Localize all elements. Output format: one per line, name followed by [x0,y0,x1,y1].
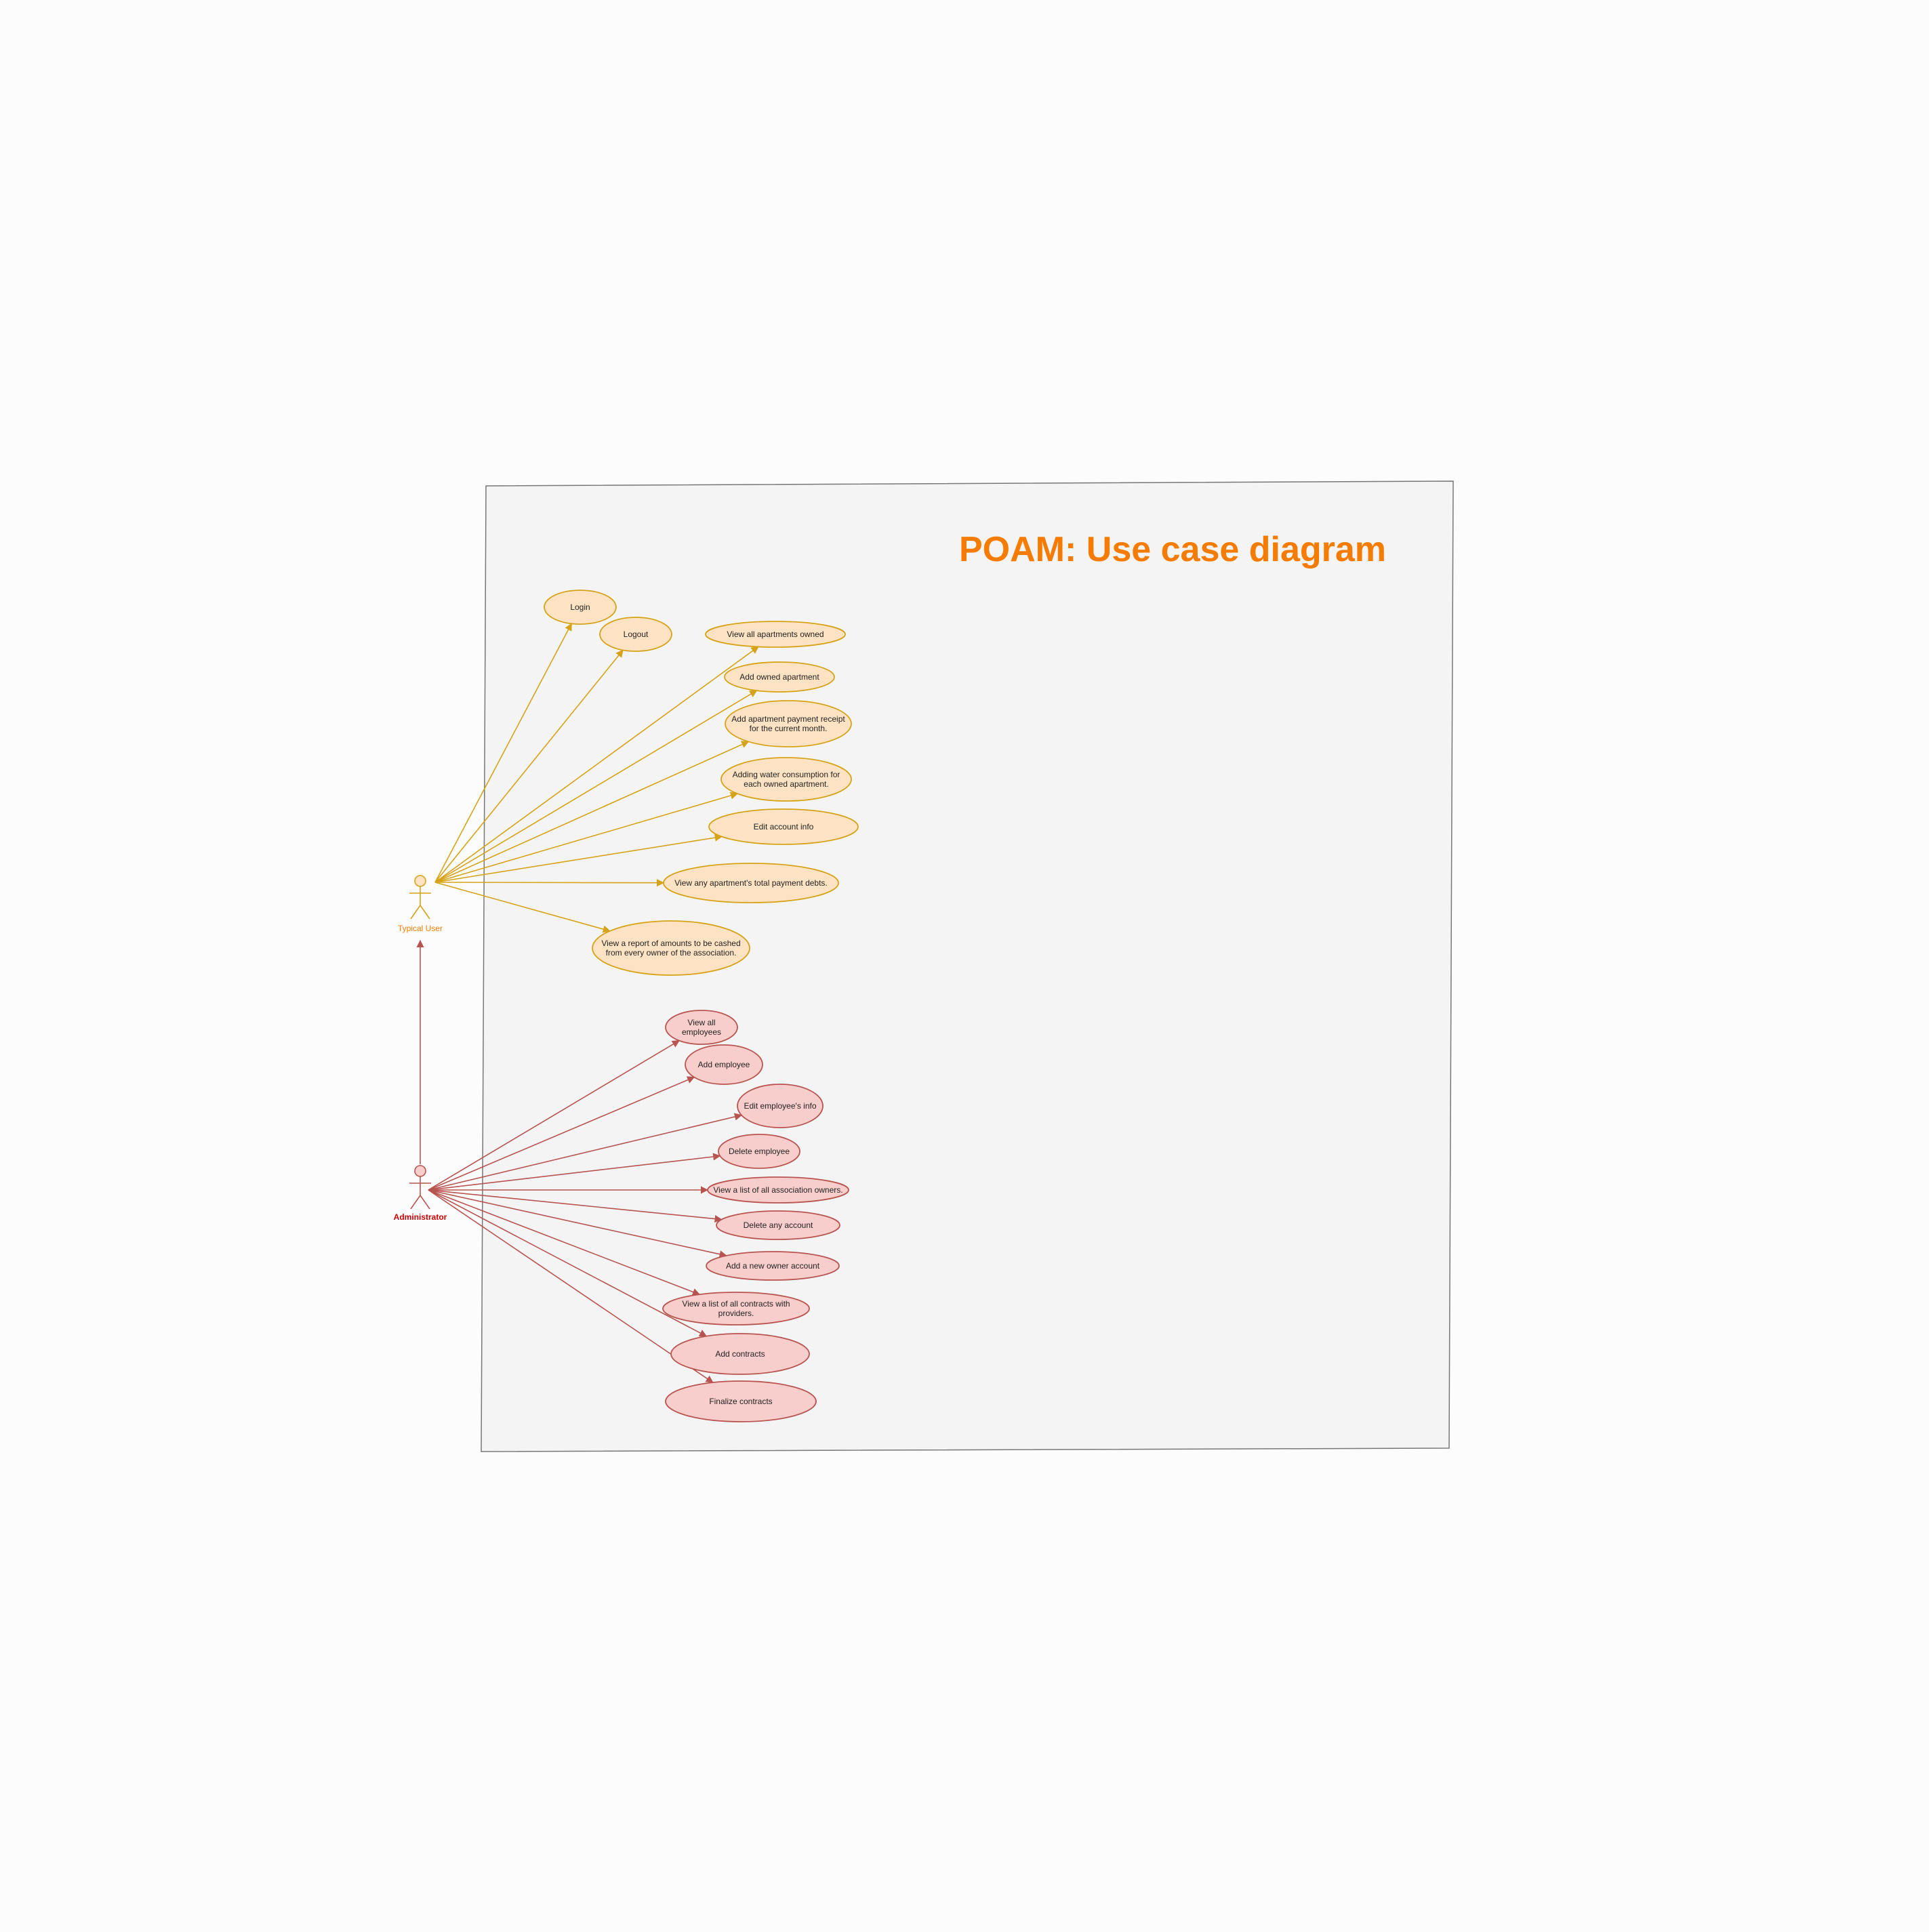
uc-edit-employee[interactable]: Edit employee's info [737,1084,824,1128]
association-uc-delete-employee [428,1153,721,1191]
uc-water-label: each owned apartment. [744,779,828,789]
association-uc-add-apartment [434,690,758,883]
association-uc-water [434,792,739,883]
association-uc-view-debts [434,879,665,887]
association-uc-finalize-contracts [428,1189,714,1383]
uc-report-label: View a report of amounts to be cashed [601,939,740,948]
association-uc-view-apartments [434,646,759,883]
uc-list-owners-label: View a list of all association owners. [713,1185,842,1195]
uc-add-employee-ellipse [685,1044,763,1085]
connectors [416,623,759,1383]
uc-view-apartments-ellipse [705,621,846,648]
uc-add-owner-ellipse [706,1251,840,1281]
uc-finalize-contracts-ellipse [665,1380,817,1422]
uc-edit-employee-label: Edit employee's info [744,1101,816,1111]
uc-add-apartment-ellipse [724,661,835,693]
uc-add-employee[interactable]: Add employee [685,1044,763,1085]
association-uc-add-contracts [428,1189,708,1337]
uc-add-receipt-ellipse [725,700,852,747]
uc-list-contracts[interactable]: View a list of all contracts withprovide… [662,1292,810,1325]
uc-login-ellipse [544,590,617,625]
uc-add-receipt-label: for the current month. [750,724,828,733]
association-uc-delete-account [428,1189,723,1223]
uc-add-receipt-label: Add apartment payment receipt [731,714,845,724]
uc-report-ellipse [592,920,750,976]
uc-login[interactable]: Login [544,590,617,625]
uc-view-debts-label: View any apartment's total payment debts… [674,878,828,888]
uc-view-apartments[interactable]: View all apartments owned [705,621,846,648]
system-boundary [481,480,1454,1452]
uc-edit-account-label: Edit account info [754,822,814,831]
actor-admin-left-leg [410,1195,421,1210]
uc-delete-employee-ellipse [718,1134,800,1169]
actor-user[interactable]: Typical User [398,875,443,933]
uc-delete-account[interactable]: Delete any account [716,1210,840,1240]
association-uc-report [434,882,611,933]
uc-view-apartments-label: View all apartments owned [727,630,824,639]
uc-add-contracts-label: Add contracts [715,1349,765,1359]
association-uc-add-employee [428,1076,695,1191]
use-cases: Login Logout View all apartments owned Add … [544,590,859,1422]
uc-finalize-contracts-label: Finalize contracts [709,1397,772,1406]
uc-add-apartment-label: Add owned apartment [739,672,819,682]
actor-admin-head [414,1165,426,1177]
diagram-title: POAM: Use case diagram [959,530,1386,569]
uc-edit-account[interactable]: Edit account info [708,808,859,845]
uc-report[interactable]: View a report of amounts to be cashedfro… [592,920,750,976]
association-uc-edit-account [434,834,723,883]
uc-water-ellipse [720,757,852,802]
uc-edit-account-ellipse [708,808,859,845]
uc-logout-label: Logout [624,630,649,639]
uc-list-owners[interactable]: View a list of all association owners. [707,1176,849,1204]
uc-list-contracts-ellipse [662,1292,810,1325]
association-uc-login [434,623,572,883]
actor-admin-label: Administrator [394,1212,447,1222]
uc-list-owners-ellipse [707,1176,849,1204]
uc-add-employee-label: Add employee [698,1060,750,1069]
uc-delete-account-label: Delete any account [744,1220,813,1230]
uc-edit-employee-ellipse [737,1084,824,1128]
actor-user-head [414,875,426,887]
uc-list-contracts-label: View a list of all contracts with [682,1299,790,1309]
uc-finalize-contracts[interactable]: Finalize contracts [665,1380,817,1422]
actor-admin-right-leg [420,1195,430,1210]
uc-logout-ellipse [599,617,672,652]
uc-view-employees-label: employees [682,1027,721,1037]
uc-add-owner[interactable]: Add a new owner account [706,1251,840,1281]
association-uc-edit-employee [428,1113,743,1191]
uc-add-contracts[interactable]: Add contracts [670,1333,810,1375]
actor-admin[interactable]: Administrator [394,1165,447,1222]
uc-water-label: Adding water consumption for [733,770,840,779]
association-uc-list-contracts [428,1189,701,1296]
uc-add-apartment[interactable]: Add owned apartment [724,661,835,693]
association-uc-logout [434,649,624,883]
uc-add-contracts-ellipse [670,1333,810,1375]
uc-add-owner-label: Add a new owner account [726,1261,820,1271]
actor-user-right-leg [420,905,430,920]
uc-report-label: from every owner of the association. [606,948,737,958]
uc-view-employees-label: View all [687,1018,715,1027]
association-uc-view-employees [428,1040,681,1191]
uc-view-debts[interactable]: View any apartment's total payment debts… [663,863,839,903]
uc-view-debts-ellipse [663,863,839,903]
association-uc-add-owner [428,1189,727,1258]
uc-delete-account-ellipse [716,1210,840,1240]
uc-logout[interactable]: Logout [599,617,672,652]
actor-user-label: Typical User [398,924,443,933]
uc-list-contracts-label: providers. [718,1309,754,1318]
association-uc-add-receipt [434,741,750,883]
actors: Typical User Administrator [394,875,447,1222]
uc-delete-employee-label: Delete employee [729,1147,790,1156]
uc-view-employees-ellipse [665,1010,738,1045]
uc-login-label: Login [570,602,590,612]
uc-delete-employee[interactable]: Delete employee [718,1134,800,1169]
actor-user-left-leg [410,905,421,920]
